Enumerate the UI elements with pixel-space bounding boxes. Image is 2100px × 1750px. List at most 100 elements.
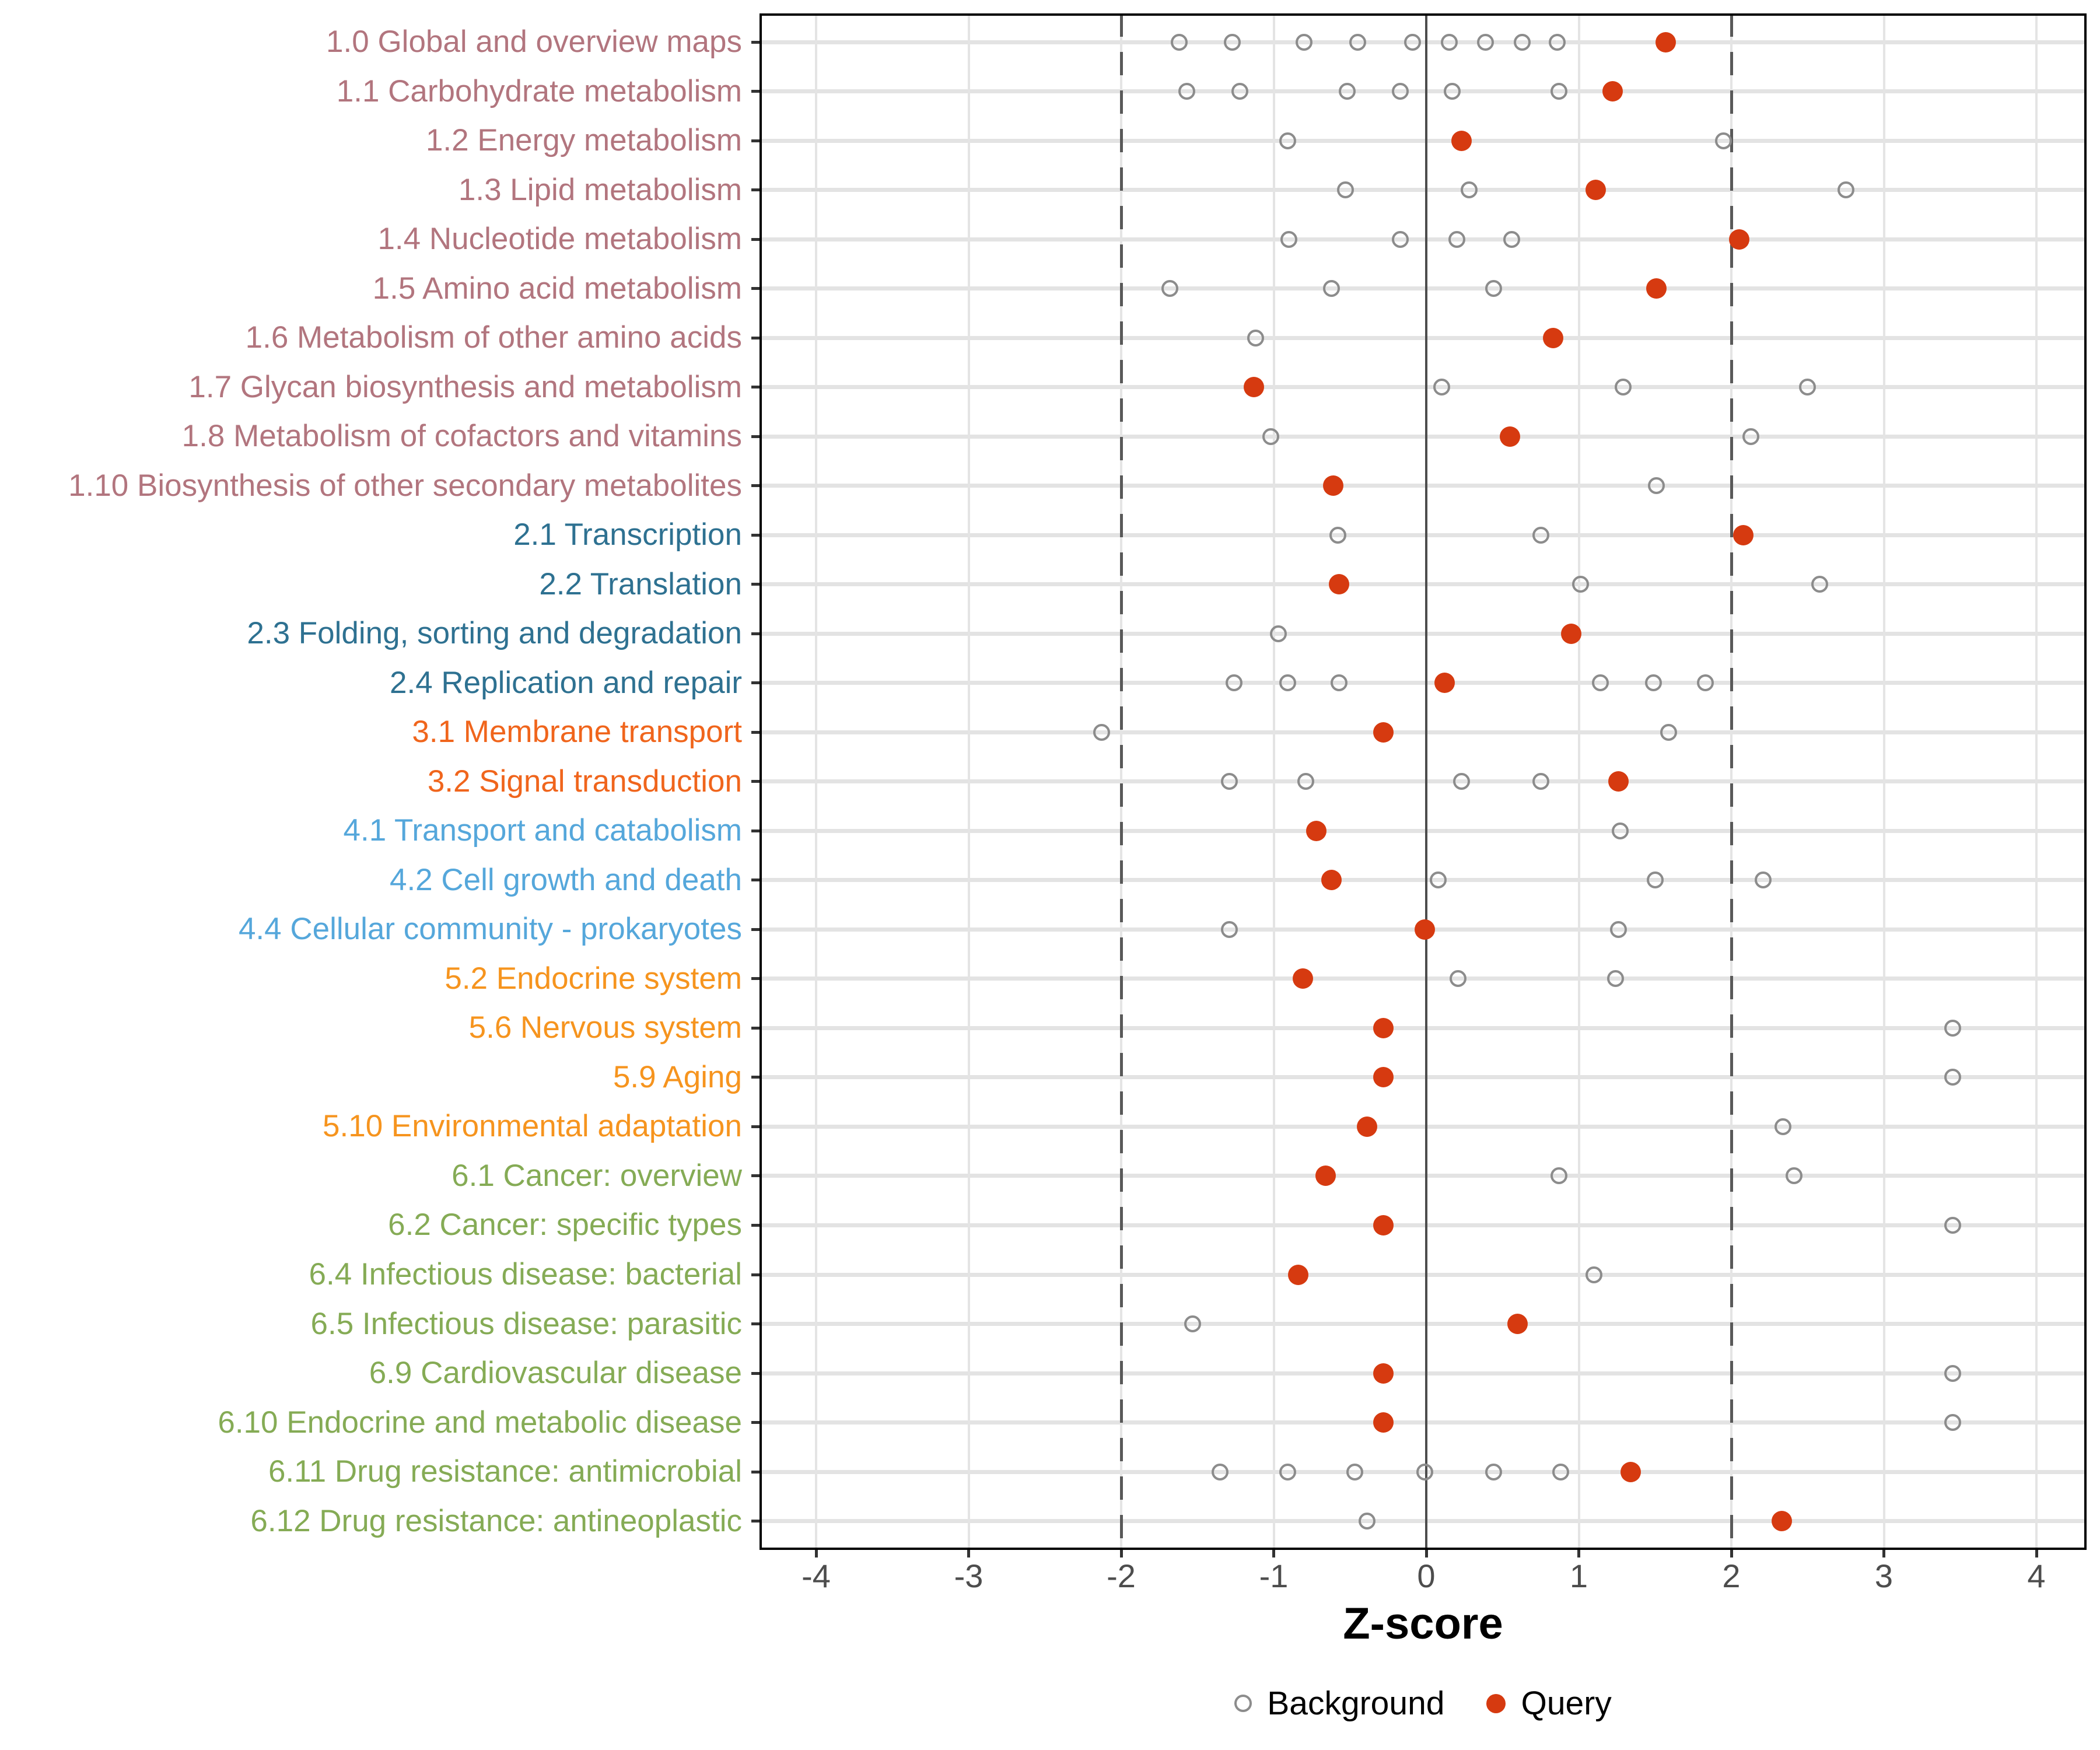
- grid-hline: [760, 1075, 2087, 1080]
- category-label: 1.6 Metabolism of other amino acids: [245, 320, 742, 355]
- category-label: 2.2 Translation: [539, 566, 742, 601]
- background-point: [1349, 33, 1366, 51]
- x-tick-label: 0: [1417, 1558, 1436, 1594]
- background-point: [1660, 723, 1678, 741]
- category-label: 1.7 Glycan biosynthesis and metabolism: [188, 369, 742, 404]
- category-label: 4.4 Cellular community - prokaryotes: [238, 912, 742, 947]
- background-point: [1742, 428, 1760, 445]
- background-point: [1433, 379, 1450, 396]
- category-label: 2.1 Transcription: [513, 517, 742, 552]
- grid-hline: [760, 484, 2087, 488]
- y-tick: [751, 1371, 760, 1375]
- query-point: [1373, 1363, 1394, 1384]
- background-point: [1231, 83, 1249, 100]
- background-point: [1944, 1364, 1961, 1382]
- x-tick: [2035, 1550, 2038, 1558]
- background-point: [1549, 33, 1566, 51]
- query-point: [1560, 623, 1581, 644]
- category-label: 1.1 Carbohydrate metabolism: [336, 74, 742, 108]
- grid-vline: [1882, 13, 1885, 1550]
- y-tick: [751, 1026, 760, 1030]
- background-point: [1280, 230, 1298, 248]
- grid-hline: [760, 828, 2087, 833]
- category-label: 6.9 Cardiovascular disease: [369, 1356, 742, 1391]
- background-point: [1550, 83, 1567, 100]
- background-point: [1477, 33, 1494, 51]
- x-tick-label: 3: [1874, 1558, 1894, 1594]
- y-tick: [751, 1470, 760, 1474]
- grid-vline: [2035, 13, 2038, 1550]
- y-tick: [751, 1125, 760, 1128]
- background-point: [1296, 33, 1313, 51]
- y-tick: [751, 237, 760, 241]
- plot-panel: [760, 13, 2087, 1550]
- query-point: [1414, 919, 1435, 940]
- background-point: [1485, 1463, 1502, 1480]
- background-point: [1586, 1266, 1603, 1283]
- y-tick: [751, 435, 760, 438]
- grid-hline: [760, 533, 2087, 537]
- background-point: [1416, 1463, 1433, 1480]
- background-point: [1532, 526, 1549, 544]
- background-point: [1503, 230, 1520, 248]
- background-point: [1774, 1118, 1792, 1135]
- background-point: [1715, 132, 1732, 149]
- background-point: [1224, 33, 1241, 51]
- grid-hline: [760, 1322, 2087, 1326]
- y-tick: [751, 287, 760, 290]
- x-tick: [967, 1550, 970, 1558]
- background-point: [1648, 477, 1665, 495]
- grid-hline: [760, 286, 2087, 291]
- grid-hline: [760, 138, 2087, 143]
- background-point: [1532, 773, 1549, 790]
- x-tick: [1272, 1550, 1275, 1558]
- category-label: 2.4 Replication and repair: [390, 665, 742, 700]
- legend-query-label: Query: [1521, 1685, 1612, 1722]
- query-point: [1244, 377, 1264, 398]
- background-point: [1443, 83, 1461, 100]
- background-point: [1221, 773, 1238, 790]
- background-point: [1552, 1463, 1569, 1480]
- background-point: [1944, 1069, 1961, 1086]
- x-tick: [1424, 1550, 1428, 1558]
- query-point: [1733, 524, 1754, 545]
- y-tick: [751, 1421, 760, 1424]
- category-label: 1.4 Nucleotide metabolism: [377, 222, 742, 257]
- background-point: [1226, 674, 1242, 692]
- query-point: [1287, 1264, 1308, 1285]
- background-point: [1346, 1463, 1363, 1480]
- background-point: [1450, 970, 1467, 988]
- x-tick: [814, 1550, 818, 1558]
- x-tick-label: -2: [1107, 1558, 1136, 1594]
- grid-vline: [815, 13, 817, 1550]
- x-tick-label: 1: [1569, 1558, 1588, 1594]
- grid-hline: [760, 730, 2087, 734]
- x-tick: [1577, 1550, 1580, 1558]
- threshold-line: [1730, 13, 1733, 1550]
- category-label: 6.4 Infectious disease: bacterial: [309, 1257, 742, 1292]
- query-point: [1646, 278, 1667, 299]
- category-label: 1.3 Lipid metabolism: [458, 172, 742, 207]
- grid-hline: [760, 1519, 2087, 1524]
- x-axis-title: Z-score: [1343, 1599, 1503, 1648]
- category-label: 6.11 Drug resistance: antimicrobial: [268, 1454, 742, 1489]
- y-tick: [751, 1174, 760, 1178]
- category-label: 6.10 Endocrine and metabolic disease: [218, 1405, 742, 1440]
- grid-hline: [760, 40, 2087, 44]
- background-point: [1262, 428, 1279, 445]
- background-point: [1591, 674, 1609, 692]
- background-point: [1514, 33, 1531, 51]
- grid-hline: [760, 1174, 2087, 1178]
- query-point: [1356, 1116, 1377, 1137]
- category-label: 4.2 Cell growth and death: [389, 862, 742, 897]
- category-label: 3.2 Signal transduction: [427, 764, 742, 799]
- background-point: [1279, 1463, 1296, 1480]
- background-point: [1221, 921, 1238, 938]
- background-point: [1452, 773, 1470, 790]
- category-label: 1.0 Global and overview maps: [326, 24, 742, 59]
- background-point: [1944, 1216, 1961, 1234]
- legend-background-label: Background: [1267, 1685, 1445, 1722]
- y-tick: [751, 533, 760, 537]
- category-label: 6.1 Cancer: overview: [452, 1158, 742, 1193]
